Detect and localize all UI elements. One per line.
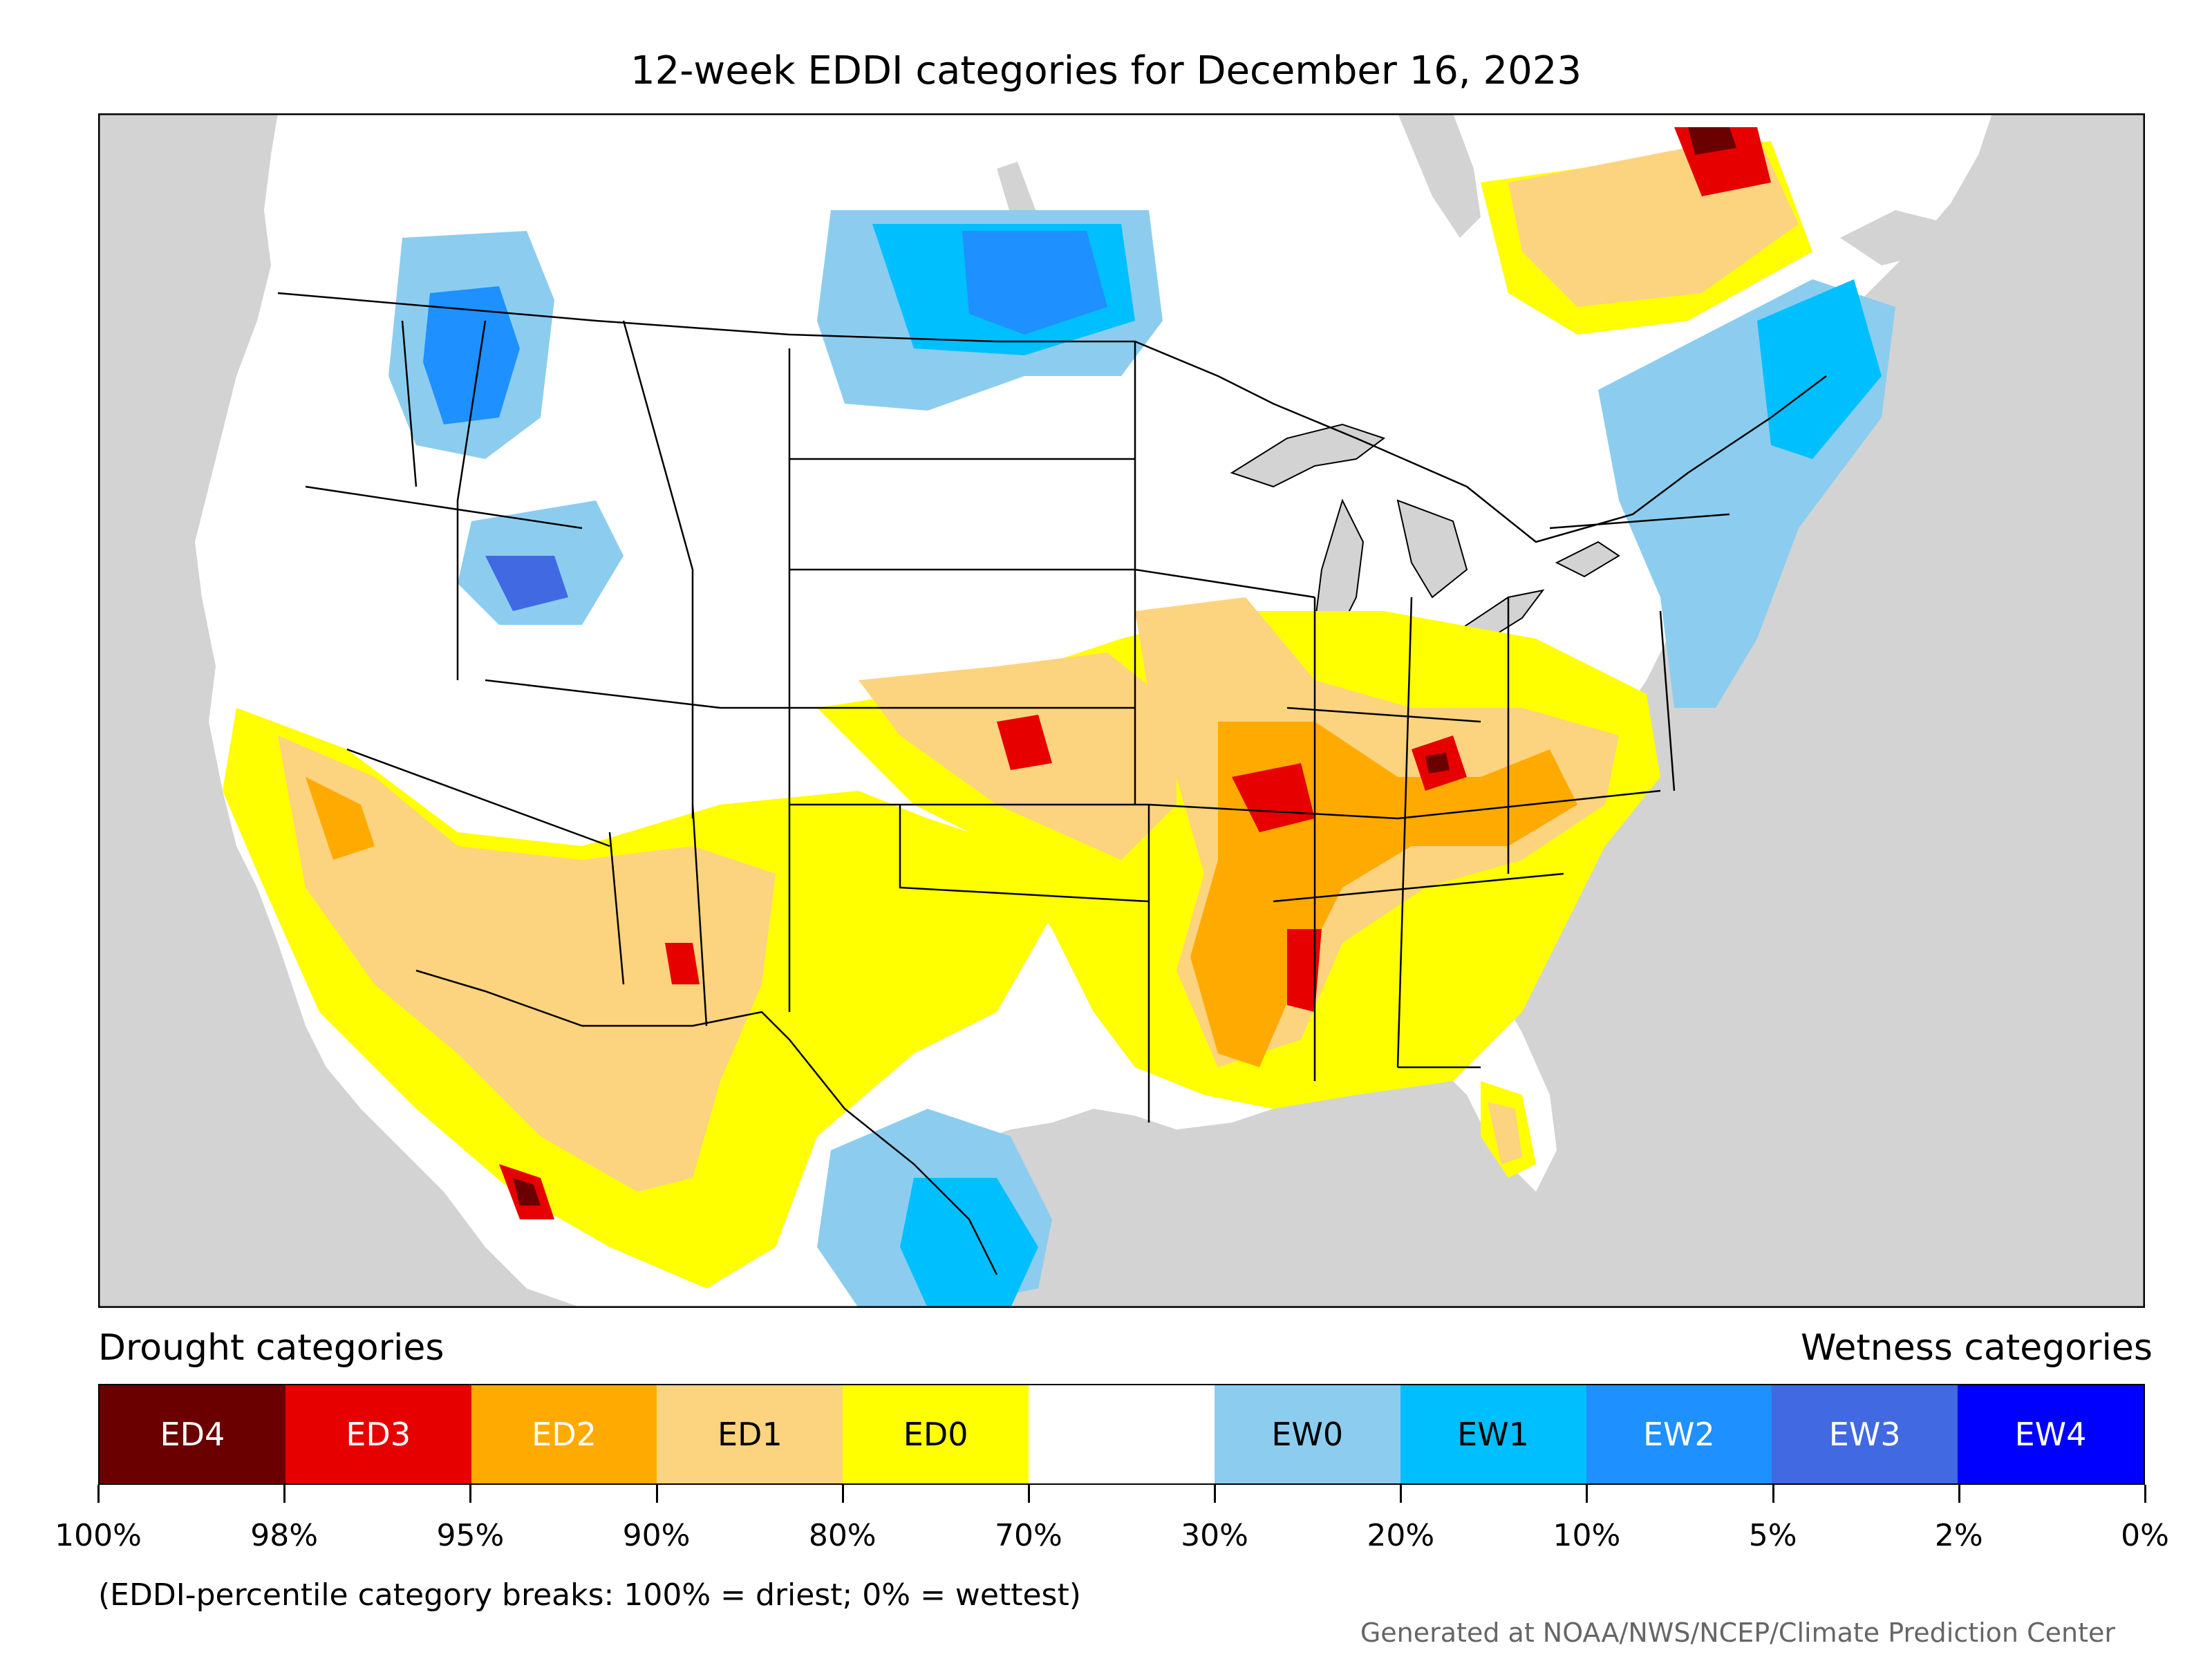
patch-ew1-ne (1757, 279, 1882, 459)
eddi-category-patches (223, 127, 1895, 1308)
colorbar-segment-ed3: ED3 (285, 1385, 471, 1483)
patch-ew2-utah (485, 556, 568, 611)
colorbar-segment-ew2: EW2 (1586, 1385, 1772, 1483)
james-bay (1398, 113, 1481, 238)
colorbar-tick (283, 1485, 286, 1503)
colorbar-tick (1586, 1485, 1588, 1503)
gulf-of-st-lawrence (1840, 210, 1951, 265)
colorbar-segment-ew0: EW0 (1214, 1385, 1400, 1483)
wetness-heading: Wetness categories (1801, 1327, 2153, 1369)
colorbar-tick (655, 1485, 658, 1503)
colorbar-break-label: 70% (995, 1518, 1062, 1553)
patch-ed3-kansas (997, 715, 1052, 770)
patch-ed4-kentucky (1425, 753, 1450, 774)
colorbar-segment-ed0: ED0 (843, 1385, 1029, 1483)
colorbar-break-label: 90% (622, 1518, 691, 1553)
patch-ed3-missouri (1232, 763, 1315, 832)
colorbar-break-label: 2% (1934, 1518, 1983, 1553)
lake-superior (1230, 423, 1386, 488)
patch-ew2-nd (962, 231, 1107, 335)
colorbar-segment-ed2: ED2 (471, 1385, 657, 1483)
colorbar-break-label: 0% (2121, 1518, 2169, 1553)
colorbar-segment-ed4: ED4 (100, 1385, 285, 1483)
patch-ed1-florida (1488, 1102, 1522, 1164)
eddi-map (98, 113, 2145, 1308)
colorbar-break-label: 20% (1367, 1518, 1435, 1553)
colorbar-segment-ew1: EW1 (1400, 1385, 1586, 1483)
colorbar-tick (1400, 1485, 1403, 1503)
patch-ed3-mississippi (1287, 929, 1322, 1012)
colorbar-segment-ew4: EW4 (1958, 1385, 2144, 1483)
colorbar-break-label: 95% (436, 1518, 505, 1553)
credit-text: Generated at NOAA/NWS/NCEP/Climate Predi… (1360, 1618, 2115, 1648)
political-boundaries (277, 292, 1827, 1275)
state-lines-west (305, 320, 791, 1027)
colorbar-break-label: 98% (250, 1518, 319, 1553)
patch-ed4-quebec (1688, 127, 1736, 155)
category-footnote: (EDDI-percentile category breaks: 100% =… (98, 1577, 1081, 1613)
us-mexico-border (415, 969, 998, 1275)
colorbar-tick (1027, 1485, 1030, 1503)
colorbar-break-label: 5% (1748, 1518, 1797, 1553)
colorbar-segment-ed1: ED1 (657, 1385, 843, 1483)
patch-ed3-az (665, 943, 700, 984)
patch-ed2-sw (306, 777, 375, 860)
colorbar-segment-ew3: EW3 (1772, 1385, 1958, 1483)
colorbar-break-label: 10% (1553, 1518, 1621, 1553)
lake-ontario (1555, 541, 1620, 578)
patch-ed4-baja (513, 1178, 541, 1206)
patch-ew1-tx (900, 1178, 1038, 1308)
colorbar-break-label: 80% (808, 1518, 877, 1553)
colorbar-tick (469, 1485, 472, 1503)
lake-huron (1396, 499, 1468, 599)
colorbar-tick (1772, 1485, 1774, 1503)
map-frame (98, 113, 2145, 1308)
us-canada-border (277, 292, 1827, 543)
colorbar-break-label: 100% (55, 1518, 142, 1553)
state-lines-central (789, 341, 1315, 1123)
map-title: 12-week EDDI categories for December 16,… (630, 48, 1582, 93)
colorbar-tick (841, 1485, 844, 1503)
colorbar-tick (2144, 1485, 2146, 1503)
state-lines-east (1148, 513, 1730, 1081)
colorbar-tick (1958, 1485, 1960, 1503)
colorbar-segment-none (1029, 1385, 1215, 1483)
category-colorbar: ED4 ED3 ED2 ED1 ED0 EW0 EW1 EW2 EW3 EW4 (98, 1384, 2145, 1485)
drought-heading: Drought categories (98, 1327, 444, 1369)
patch-ed1-sw (278, 735, 776, 1192)
patch-ew2-pnw (423, 286, 520, 424)
colorbar-tick (97, 1485, 100, 1503)
colorbar-tick (1214, 1485, 1217, 1503)
colorbar-break-label: 30% (1181, 1518, 1248, 1553)
